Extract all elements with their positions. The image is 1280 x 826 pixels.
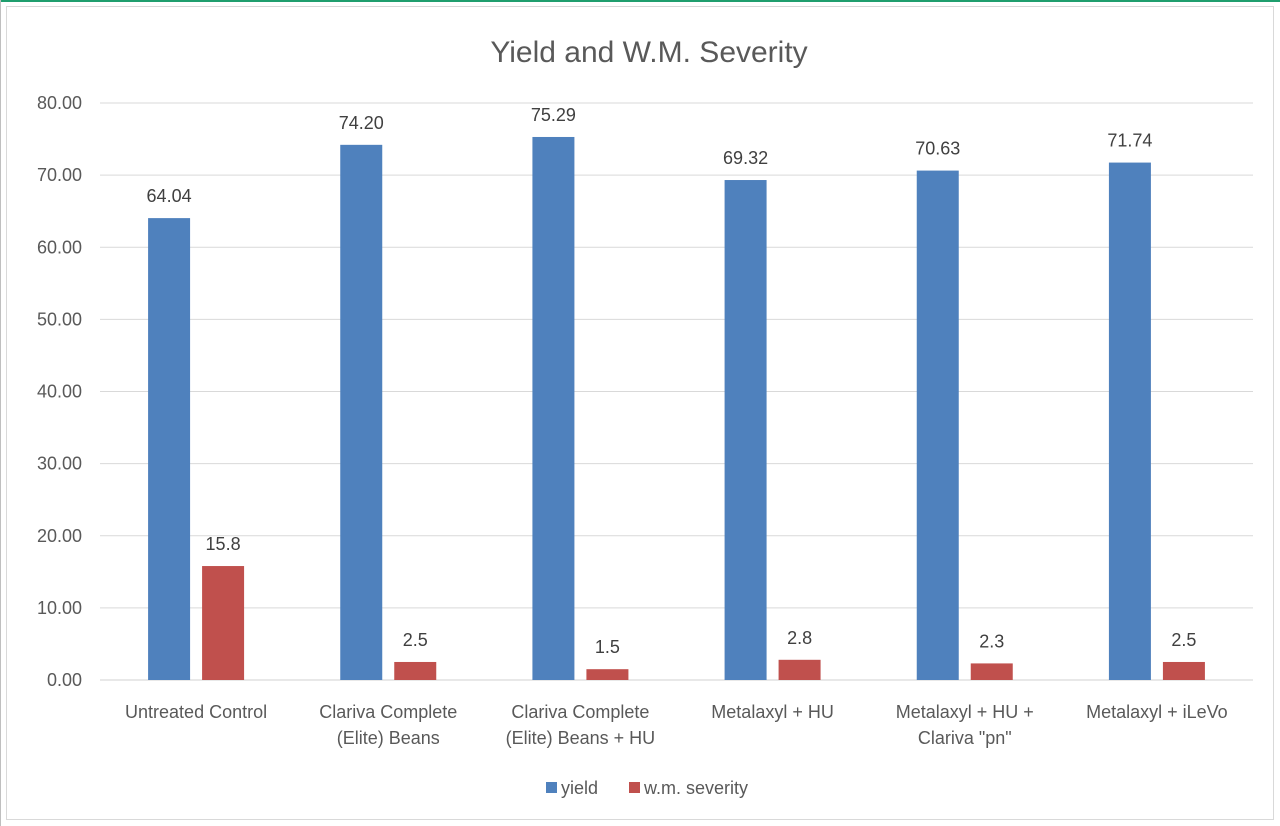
severity-data-label: 2.8 xyxy=(787,628,812,648)
severity-bar xyxy=(778,659,821,680)
yield-bar xyxy=(1108,162,1151,680)
severity-data-label: 2.3 xyxy=(979,631,1004,651)
legend-swatch xyxy=(629,782,640,793)
severity-bar xyxy=(586,669,629,680)
y-tick-label: 60.00 xyxy=(37,237,82,257)
y-tick-label: 40.00 xyxy=(37,382,82,402)
y-tick-label: 70.00 xyxy=(37,165,82,185)
data-labels: 64.04 15.8 74.20 2.5 75.29 1.5 69.32 2.8 70.63 2.… xyxy=(147,105,1197,657)
legend-swatch xyxy=(546,782,557,793)
chart-title: Yield and W.M. Severity xyxy=(490,36,807,69)
severity-data-label: 1.5 xyxy=(595,637,620,657)
y-tick-label: 0.00 xyxy=(47,670,82,690)
legend-label: yield xyxy=(561,778,598,798)
yield-data-label: 75.29 xyxy=(531,105,576,125)
y-tick-label: 10.00 xyxy=(37,598,82,618)
y-tick-label: 80.00 xyxy=(37,93,82,113)
top-border-line xyxy=(0,0,1280,2)
severity-data-label: 2.5 xyxy=(1171,630,1196,650)
left-border-line xyxy=(0,0,1,826)
severity-bar xyxy=(394,661,437,680)
y-tick-label: 20.00 xyxy=(37,526,82,546)
bars xyxy=(148,136,1205,681)
x-axis: Untreated Control Clariva Complete (Elite)… xyxy=(125,702,1228,748)
x-category-label: Clariva "pn" xyxy=(918,728,1012,748)
legend-label: w.m. severity xyxy=(643,778,748,798)
severity-bar xyxy=(1162,661,1205,680)
severity-data-label: 15.8 xyxy=(206,534,241,554)
yield-data-label: 74.20 xyxy=(339,113,384,133)
severity-data-label: 2.5 xyxy=(403,630,428,650)
x-category-label: Metalaxyl + HU xyxy=(711,702,834,722)
yield-data-label: 71.74 xyxy=(1107,131,1152,151)
yield-bar xyxy=(724,180,767,681)
y-tick-label: 30.00 xyxy=(37,454,82,474)
severity-bar xyxy=(970,663,1013,680)
yield-bar xyxy=(148,218,191,680)
x-category-label: Metalaxyl + iLeVo xyxy=(1086,702,1228,722)
yield-bar xyxy=(532,136,575,680)
yield-data-label: 70.63 xyxy=(915,139,960,159)
x-category-label: Metalaxyl + HU + xyxy=(896,702,1034,722)
x-category-label: Untreated Control xyxy=(125,702,267,722)
x-category-label: Clariva Complete xyxy=(511,702,649,722)
y-axis: 0.00 10.00 20.00 30.00 40.00 50.00 60.00 70.00 8… xyxy=(37,93,82,690)
severity-bar xyxy=(202,566,245,680)
yield-data-label: 69.32 xyxy=(723,148,768,168)
yield-data-label: 64.04 xyxy=(147,186,192,206)
x-category-label: Clariva Complete xyxy=(319,702,457,722)
chart-frame xyxy=(6,6,1274,820)
gridlines xyxy=(100,102,1253,681)
x-category-label: (Elite) Beans + HU xyxy=(506,728,656,748)
legend: yield w.m. severity xyxy=(546,778,748,798)
yield-bar xyxy=(916,170,959,681)
x-category-label: (Elite) Beans xyxy=(337,728,440,748)
y-tick-label: 50.00 xyxy=(37,309,82,329)
yield-bar xyxy=(340,144,383,680)
